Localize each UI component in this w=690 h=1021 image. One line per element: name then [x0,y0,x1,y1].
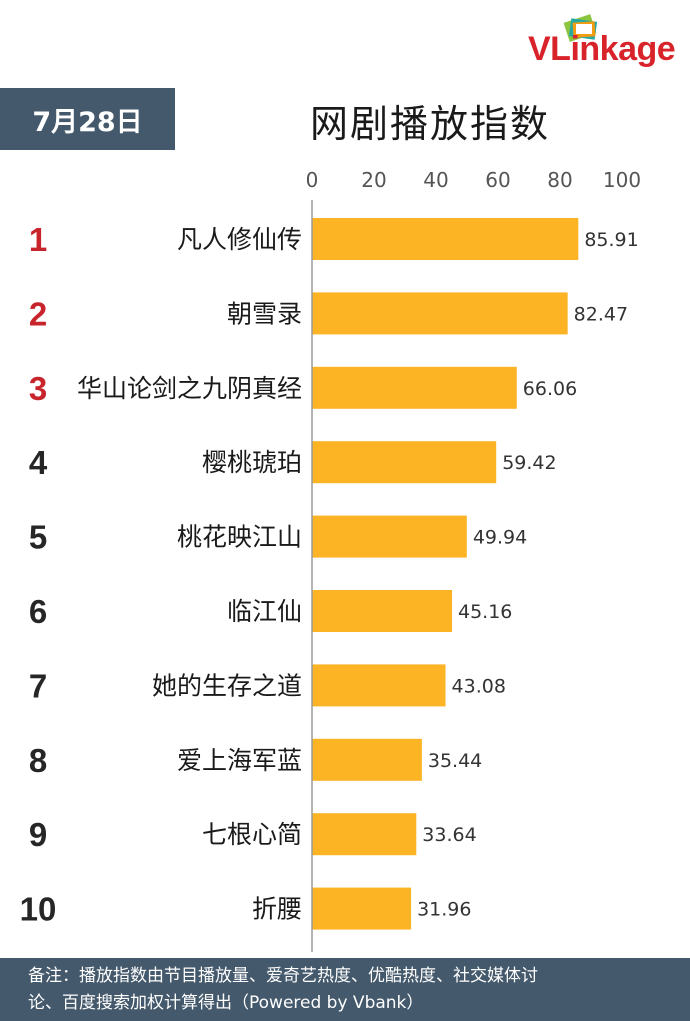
value-label: 82.47 [574,303,628,325]
category-label: 折腰 [252,895,302,924]
category-label: 凡人修仙传 [177,225,302,254]
bar [312,366,517,409]
rank-label: 1 [29,221,47,258]
x-tick-label: 40 [423,168,448,192]
value-label: 43.08 [452,675,506,697]
value-label: 59.42 [502,452,556,474]
value-label: 31.96 [417,899,471,921]
logo-text: VLinkage [528,30,676,68]
vlinkage-logo [563,14,598,42]
category-label: 华山论剑之九阴真经 [77,374,302,403]
bar [312,292,568,335]
rank-label: 10 [20,891,57,928]
bar [312,441,497,484]
bar [312,515,467,558]
category-label: 朝雪录 [227,299,302,328]
bar [312,887,412,930]
x-tick-label: 100 [603,168,641,192]
category-label: 七根心简 [202,820,302,849]
category-label: 爱上海军蓝 [177,746,302,775]
category-label: 桃花映江山 [177,523,302,552]
rank-label: 4 [29,444,48,481]
rank-label: 3 [29,370,47,407]
category-label: 她的生存之道 [152,671,302,700]
rank-label: 2 [29,295,47,332]
bar [312,813,417,856]
footnote-line-1: 备注：播放指数由节目播放量、爱奇艺热度、优酷热度、社交媒体讨 [28,966,538,986]
x-tick-label: 60 [485,168,510,192]
bar [312,738,422,781]
x-tick-label: 80 [547,168,572,192]
value-label: 33.64 [422,824,476,846]
category-label: 临江仙 [227,597,302,626]
category-label: 樱桃琥珀 [202,448,302,477]
bar [312,218,579,260]
value-label: 85.91 [584,229,638,251]
footnote: 备注：播放指数由节目播放量、爱奇艺热度、优酷热度、社交媒体讨 论、百度搜索加权计… [0,958,690,1021]
rank-label: 6 [29,593,47,630]
date-badge: 7月28日 [0,88,175,150]
chart-title: 网剧播放指数 [309,101,550,146]
bar [312,590,452,632]
value-label: 49.94 [473,527,527,549]
logo-papers-icon [563,14,598,42]
rank-label: 7 [29,667,47,704]
rank-label: 5 [29,519,47,556]
x-tick-label: 20 [361,168,386,192]
value-label: 35.44 [428,750,482,772]
bar-chart: 0 20 40 60 80 100 85.91 凡人修仙传 1 82.47 朝雪录 2 66.06 华山论… [20,168,641,952]
rank-label: 9 [29,816,47,853]
x-tick-label: 0 [306,168,319,192]
value-label: 66.06 [523,378,577,400]
rank-label: 8 [29,742,47,779]
bar [312,664,446,707]
footnote-line-2: 论、百度搜索加权计算得出（Powered by Vbank） [28,993,424,1013]
value-label: 45.16 [458,601,512,623]
